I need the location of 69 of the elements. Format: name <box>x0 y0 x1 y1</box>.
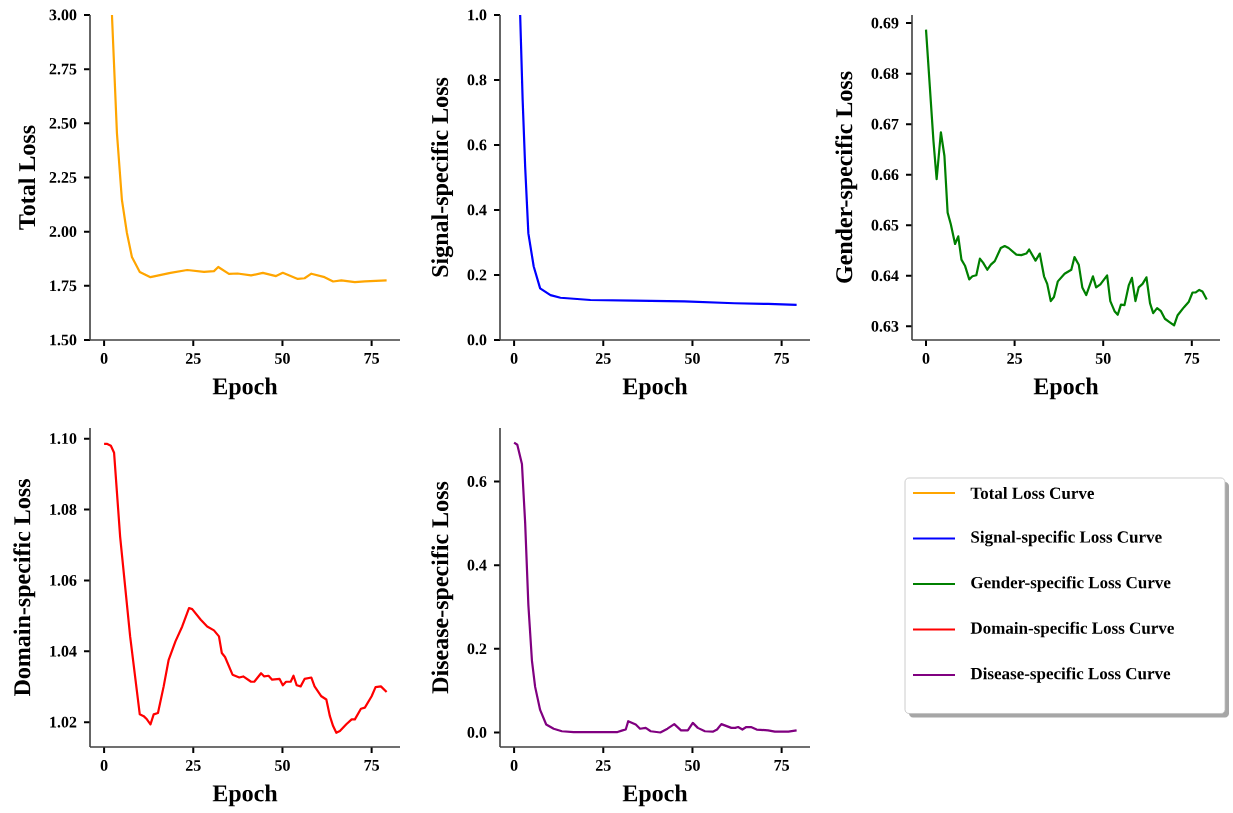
y-tick-label: 0.65 <box>871 219 899 231</box>
x-tick-label: 50 <box>1095 353 1111 364</box>
y-tick-label: 2.50 <box>49 117 77 129</box>
x-tick-label: 0 <box>100 760 108 771</box>
x-axis-title: Epoch <box>622 377 688 400</box>
y-tick-label: 2.75 <box>49 63 77 75</box>
line-series <box>103 442 388 734</box>
y-tick-label: 0.66 <box>871 169 899 181</box>
x-tick-label: 25 <box>595 760 611 771</box>
y-tick-label: 1.08 <box>50 504 77 515</box>
x-axis-title: Epoch <box>622 784 688 807</box>
y-tick-label: 1.04 <box>50 645 77 657</box>
x-tick-label: 25 <box>595 353 611 364</box>
y-tick-label: 0.0 <box>467 727 487 738</box>
y-tick-label: 0.6 <box>467 139 487 151</box>
y-tick-label: 0.67 <box>871 118 899 130</box>
x-tick-label: 75 <box>774 760 790 771</box>
x-tick-label: 0 <box>510 760 518 771</box>
x-tick-label: 50 <box>685 760 700 771</box>
x-tick-label: 25 <box>185 353 201 364</box>
x-tick-label: 50 <box>685 353 700 364</box>
y-tick-label: 0.0 <box>467 334 487 346</box>
y-axis-title: Disease-specific Loss <box>431 481 454 694</box>
y-tick-label: 0.2 <box>467 269 487 281</box>
y-tick-label: 1.75 <box>50 280 77 292</box>
y-tick-label: 0.64 <box>871 270 899 282</box>
y-tick-label: 1.50 <box>50 334 77 346</box>
line-series <box>924 28 1208 327</box>
y-tick-label: 2.25 <box>49 172 77 183</box>
legend-label: Gender-specific Loss Curve <box>971 576 1171 592</box>
x-tick-label: 25 <box>1007 353 1023 364</box>
y-tick-label: 0.68 <box>871 68 899 80</box>
y-tick-label: 0.4 <box>467 559 487 571</box>
y-tick-label: 1.02 <box>50 716 77 728</box>
legend-label: Total Loss Curve <box>970 487 1095 500</box>
line-series <box>110 15 388 284</box>
y-axis-title: Gender-specific Loss <box>835 71 858 283</box>
x-axis-title: Epoch <box>1033 377 1099 400</box>
line-series <box>513 441 798 734</box>
x-axis-title: Epoch <box>212 377 278 400</box>
y-tick-label: 0.8 <box>467 74 487 86</box>
y-axis-title: Total Loss <box>18 125 36 230</box>
y-tick-label: 1.0 <box>468 9 487 21</box>
legend-label: Disease-specific Loss Curve <box>970 667 1171 683</box>
x-tick-label: 75 <box>364 353 380 364</box>
x-tick-label: 50 <box>275 760 290 771</box>
x-tick-label: 0 <box>922 353 930 364</box>
x-tick-label: 75 <box>364 760 380 771</box>
y-axis-title: Signal-specific Loss <box>431 77 454 277</box>
y-tick-label: 1.06 <box>50 574 77 586</box>
y-tick-label: 0.6 <box>467 476 487 487</box>
y-tick-label: 2.00 <box>49 226 77 238</box>
x-axis-title: Epoch <box>212 784 278 807</box>
x-tick-label: 75 <box>774 353 790 364</box>
line-series <box>519 15 798 306</box>
x-tick-label: 0 <box>510 353 518 364</box>
x-tick-label: 0 <box>100 353 108 364</box>
y-tick-label: 0.63 <box>871 320 899 332</box>
legend-label: Domain-specific Loss Curve <box>970 621 1174 638</box>
x-tick-label: 75 <box>1184 353 1200 364</box>
y-axis-title: Domain-specific Loss <box>13 479 36 697</box>
y-tick-label: 1.10 <box>50 433 77 445</box>
y-tick-label: 0.4 <box>467 204 487 216</box>
y-tick-label: 0.69 <box>871 17 899 29</box>
x-tick-label: 50 <box>275 353 290 364</box>
y-tick-label: 3.00 <box>49 9 77 21</box>
y-tick-label: 0.2 <box>467 643 487 655</box>
x-tick-label: 25 <box>185 760 201 771</box>
legend-label: Signal-specific Loss Curve <box>971 530 1162 547</box>
